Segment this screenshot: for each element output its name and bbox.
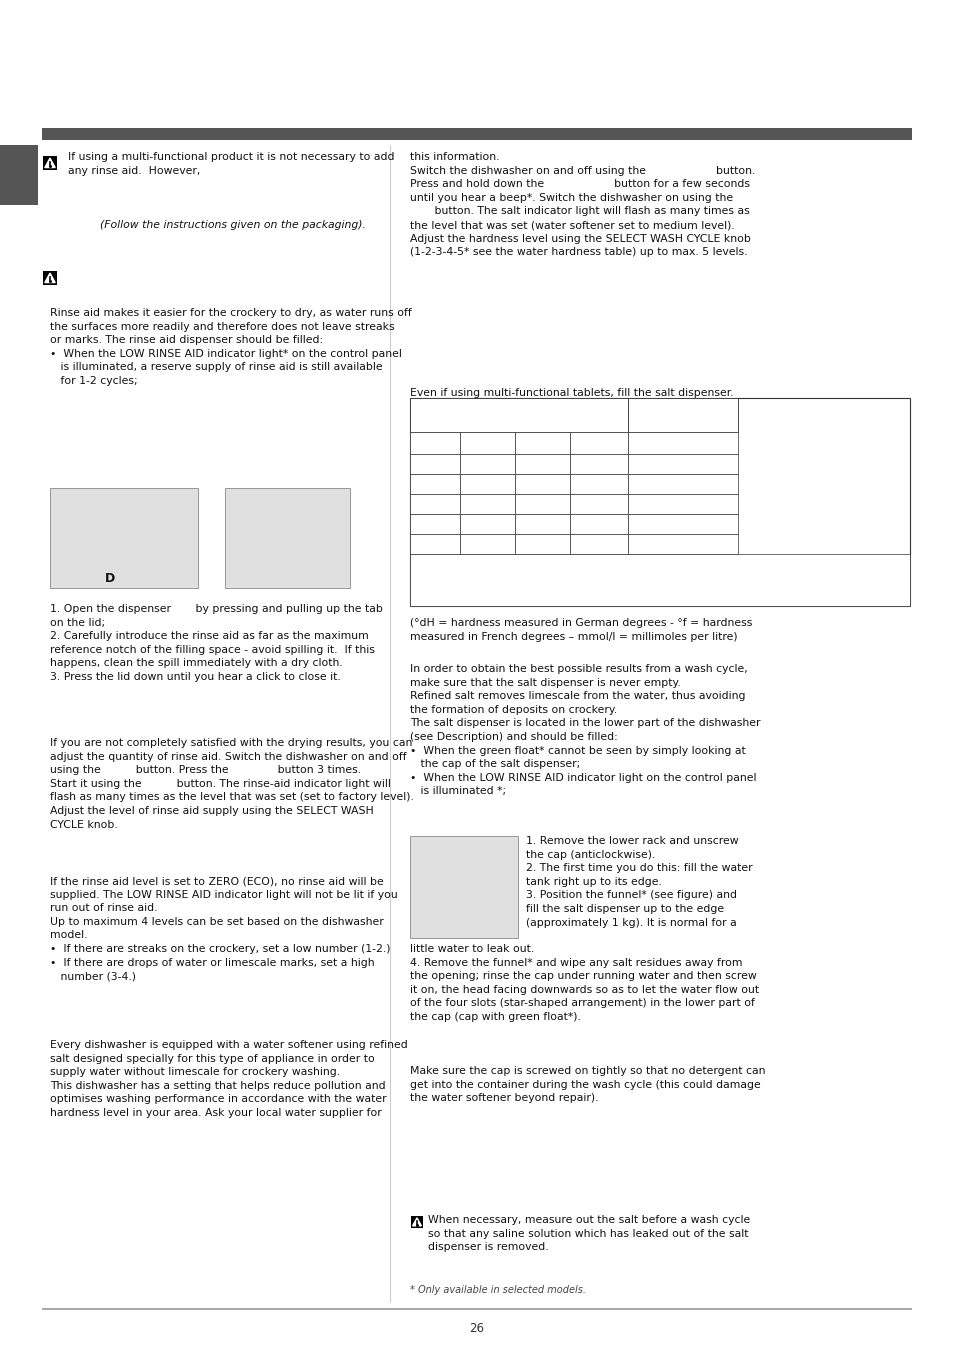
Polygon shape	[412, 1218, 421, 1226]
Text: 0 - 10: 0 - 10	[539, 459, 565, 468]
Text: When necessary, measure out the salt before a wash cycle
so that any saline solu: When necessary, measure out the salt bef…	[428, 1215, 749, 1253]
Text: 2/3 weeks: 2/3 weeks	[659, 540, 705, 548]
Text: Every dishwasher is equipped with a water softener using refined
salt designed s: Every dishwasher is equipped with a wate…	[50, 1040, 407, 1118]
Bar	[515, 494, 569, 514]
Bar	[410, 554, 909, 606]
Text: 2,1 - 3: 2,1 - 3	[595, 500, 623, 509]
Bar	[459, 474, 515, 494]
Bar	[627, 494, 738, 514]
Text: 2 months: 2 months	[661, 520, 703, 528]
Bar	[627, 432, 738, 454]
Text: Rinse aid makes it easier for the crockery to dry, as water runs off
the surface: Rinse aid makes it easier for the crocke…	[50, 308, 412, 386]
Bar	[410, 836, 517, 938]
Polygon shape	[45, 158, 55, 167]
Bar	[569, 432, 627, 454]
Text: 3 months: 3 months	[661, 500, 703, 509]
Bar	[390, 144, 391, 1303]
Bar	[569, 514, 627, 535]
Text: level: level	[431, 439, 456, 447]
Text: mmol/l: mmol/l	[589, 439, 623, 447]
Bar	[43, 271, 57, 285]
Text: °fH: °fH	[549, 439, 565, 447]
Bar	[459, 454, 515, 474]
Text: Water Hardness Table: Water Hardness Table	[458, 410, 578, 420]
Text: 0 - 1: 0 - 1	[603, 459, 623, 468]
Polygon shape	[45, 273, 55, 282]
Bar	[43, 155, 57, 170]
Bar	[411, 1216, 422, 1229]
Text: 6 - 11: 6 - 11	[484, 479, 511, 489]
Bar	[410, 514, 459, 535]
Bar	[410, 398, 909, 606]
Text: 1: 1	[449, 459, 456, 468]
Bar	[42, 128, 911, 140]
Text: this information.
Switch the dishwasher on and off using the                    : this information. Switch the dishwasher …	[410, 153, 755, 258]
Bar	[515, 454, 569, 474]
Text: 1. Open the dispenser       by pressing and pulling up the tab
on the lid;
2. Ca: 1. Open the dispenser by pressing and pu…	[50, 603, 382, 682]
Bar	[627, 474, 738, 494]
Bar	[410, 432, 459, 454]
Bar	[569, 494, 627, 514]
Bar	[569, 535, 627, 554]
Text: 6,1 - 9: 6,1 - 9	[595, 540, 623, 548]
Text: 12 - 17: 12 - 17	[478, 500, 511, 509]
Bar	[627, 514, 738, 535]
Bar	[515, 514, 569, 535]
Text: 3: 3	[449, 500, 456, 509]
Text: Average salt dispenser
capacity duration**: Average salt dispenser capacity duration…	[628, 405, 737, 425]
Bar	[627, 535, 738, 554]
Text: If the rinse aid level is set to ZERO (ECO), no rinse aid will be
supplied. The : If the rinse aid level is set to ZERO (E…	[50, 876, 397, 981]
Text: 1,1 - 2: 1,1 - 2	[595, 479, 623, 489]
Text: (Follow the instructions given on the packaging).: (Follow the instructions given on the pa…	[100, 220, 366, 230]
Text: little water to leak out.
4. Remove the funnel* and wipe any salt residues away : little water to leak out. 4. Remove the …	[410, 944, 759, 1022]
Bar	[50, 487, 198, 589]
Text: 11 - 20: 11 - 20	[534, 479, 565, 489]
Bar	[410, 535, 459, 554]
Text: 61 - 90: 61 - 90	[534, 540, 565, 548]
Text: months: months	[663, 439, 701, 447]
Bar	[42, 1308, 911, 1309]
Text: 17 - 34: 17 - 34	[478, 520, 511, 528]
Bar	[627, 398, 738, 432]
Bar	[459, 432, 515, 454]
Text: 21 - 30: 21 - 30	[534, 500, 565, 509]
Text: D: D	[105, 572, 115, 585]
Text: 0 - 6: 0 - 6	[490, 459, 511, 468]
Bar	[627, 454, 738, 474]
Text: 4: 4	[449, 520, 456, 528]
Text: (°dH = hardness measured in German degrees - °f = hardness
measured in French de: (°dH = hardness measured in German degre…	[410, 618, 752, 641]
Text: 7 months: 7 months	[661, 459, 703, 468]
Bar	[515, 474, 569, 494]
Bar	[459, 514, 515, 535]
Text: 31 - 60: 31 - 60	[534, 520, 565, 528]
Bar	[410, 494, 459, 514]
Text: 3,1 - 6: 3,1 - 6	[595, 520, 623, 528]
Text: In order to obtain the best possible results from a wash cycle,
make sure that t: In order to obtain the best possible res…	[410, 664, 760, 796]
Bar	[459, 535, 515, 554]
Bar	[410, 398, 627, 432]
Text: Even if using multi-functional tablets, fill the salt dispenser.: Even if using multi-functional tablets, …	[410, 387, 733, 398]
Bar	[225, 487, 350, 589]
Text: 2: 2	[449, 479, 456, 489]
Text: If you are not completely satisfied with the drying results, you can
adjust the : If you are not completely satisfied with…	[50, 738, 414, 830]
Text: For values between 0°f and 10°f, we do not recommend the use of salt.
* a settin: For values between 0°f and 10°f, we do n…	[414, 558, 723, 590]
Bar	[0, 144, 38, 205]
Text: 5 months: 5 months	[661, 479, 703, 489]
Text: If using a multi-functional product it is not necessary to add
any rinse aid.  H: If using a multi-functional product it i…	[68, 153, 395, 176]
Text: * Only available in selected models.: * Only available in selected models.	[410, 1285, 585, 1295]
Text: 26: 26	[469, 1322, 484, 1335]
Bar	[569, 474, 627, 494]
Text: 1. Remove the lower rack and unscrew
the cap (anticlockwise).
2. The first time : 1. Remove the lower rack and unscrew the…	[525, 836, 752, 927]
Bar	[515, 535, 569, 554]
Text: Make sure the cap is screwed on tightly so that no detergent can
get into the co: Make sure the cap is screwed on tightly …	[410, 1066, 764, 1103]
Bar	[459, 494, 515, 514]
Bar	[569, 454, 627, 474]
Bar	[410, 454, 459, 474]
Text: °dH: °dH	[492, 439, 511, 447]
Bar	[410, 474, 459, 494]
Text: 5*: 5*	[444, 540, 456, 548]
Text: 34 - 50: 34 - 50	[478, 540, 511, 548]
Bar	[515, 432, 569, 454]
